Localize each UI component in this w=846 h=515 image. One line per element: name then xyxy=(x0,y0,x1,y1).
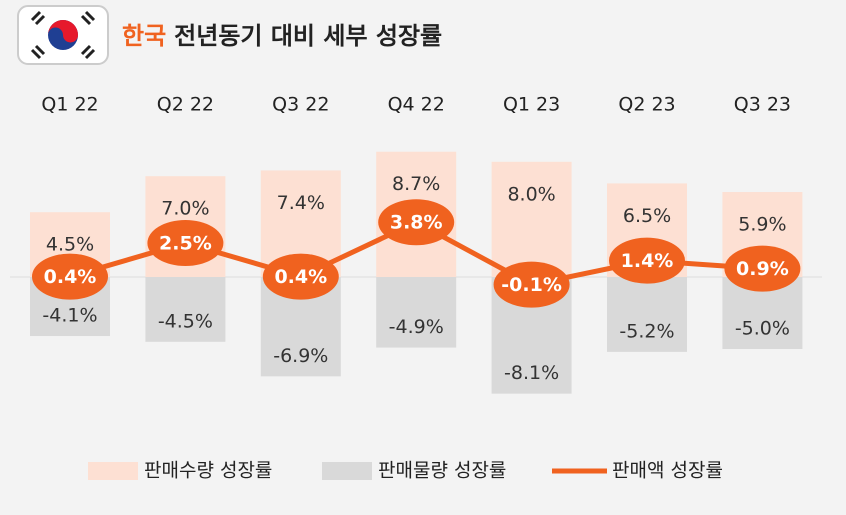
data-label: -5.2% xyxy=(619,320,674,342)
data-label: 6.5% xyxy=(623,205,671,227)
point-marker xyxy=(378,199,455,246)
point-marker xyxy=(32,253,108,300)
data-label: 0.9% xyxy=(736,258,789,280)
data-label: -6.9% xyxy=(273,345,328,367)
data-label: 0.4% xyxy=(274,266,327,288)
data-label: 3.8% xyxy=(390,212,443,234)
point-marker xyxy=(147,220,224,266)
flag-icon xyxy=(17,5,109,65)
chart-title: 한국 전년동기 대비 세부 성장률 xyxy=(122,22,442,50)
x-tick-label: Q3 23 xyxy=(734,94,791,116)
bar xyxy=(607,277,687,352)
point-marker xyxy=(609,237,685,284)
data-label: -5.0% xyxy=(735,318,790,340)
data-label: 7.4% xyxy=(277,192,325,214)
x-tick-label: Q2 23 xyxy=(618,94,675,116)
legend-label: 판매액 성장률 xyxy=(612,460,723,482)
x-tick-label: Q1 23 xyxy=(503,94,560,116)
legend-label: 판매수량 성장률 xyxy=(144,460,272,482)
data-label: 5.9% xyxy=(738,214,786,236)
x-tick-label: Q3 22 xyxy=(272,94,329,116)
x-tick-label: Q1 22 xyxy=(41,94,98,116)
data-label: -4.9% xyxy=(389,316,444,338)
point-marker xyxy=(724,245,801,292)
bar xyxy=(376,277,457,348)
x-tick-label: Q2 22 xyxy=(157,94,214,116)
title-highlight: 한국 xyxy=(122,22,166,50)
legend-swatch xyxy=(322,462,372,480)
bar xyxy=(145,277,226,342)
data-label: 8.7% xyxy=(392,173,440,195)
data-label: -4.5% xyxy=(158,310,213,332)
data-label: -8.1% xyxy=(504,362,559,384)
data-label: -4.1% xyxy=(42,305,97,327)
point-marker xyxy=(262,253,339,300)
data-label: 2.5% xyxy=(159,233,212,255)
data-label: 8.0% xyxy=(507,183,555,205)
data-label: 4.5% xyxy=(46,234,94,256)
point-marker xyxy=(493,261,570,308)
legend-swatch xyxy=(88,462,138,480)
bar xyxy=(491,161,572,277)
data-label: -0.1% xyxy=(501,274,562,296)
data-label: 0.4% xyxy=(44,266,97,288)
legend-label: 판매물량 성장률 xyxy=(378,460,506,482)
x-tick-label: Q4 22 xyxy=(388,94,445,116)
title-rest: 전년동기 대비 세부 성장률 xyxy=(174,22,442,50)
data-label: 1.4% xyxy=(621,250,674,272)
data-label: 7.0% xyxy=(161,198,209,220)
